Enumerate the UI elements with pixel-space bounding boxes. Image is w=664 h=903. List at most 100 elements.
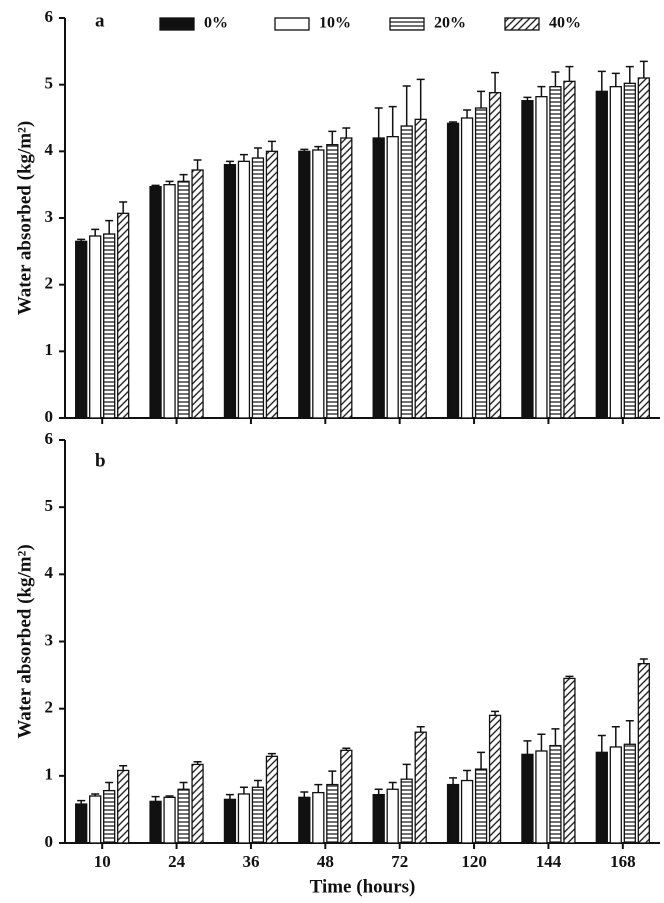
- error-bar: [523, 96, 532, 101]
- error-bar: [193, 159, 202, 170]
- error-bar: [342, 747, 351, 751]
- error-bar: [639, 60, 648, 78]
- bar: [163, 184, 176, 419]
- bar: [488, 714, 502, 844]
- bar: [637, 663, 650, 844]
- bar: [298, 150, 311, 419]
- bar: [372, 137, 385, 419]
- bar: [237, 793, 251, 844]
- error-bar: [416, 726, 425, 733]
- error-bar: [267, 140, 276, 152]
- error-bar: [314, 145, 323, 150]
- error-bar: [151, 795, 160, 802]
- error-bar: [77, 238, 86, 242]
- error-bar: [388, 781, 397, 790]
- bar: [326, 783, 339, 844]
- error-bar: [253, 779, 262, 788]
- y-tick-label: 4: [45, 140, 54, 159]
- legend-label: 20%: [434, 15, 466, 32]
- bar: [521, 753, 534, 844]
- y-tick-label: 5: [45, 74, 54, 93]
- bar: [89, 795, 102, 844]
- y-axis-label: Water absorbed (kg/m²): [14, 121, 35, 315]
- error-bar: [639, 658, 648, 664]
- y-tick-label: 6: [45, 429, 54, 448]
- bar: [117, 769, 130, 844]
- bar: [414, 118, 427, 419]
- error-bar: [300, 148, 309, 152]
- bar: [312, 149, 325, 419]
- y-tick-label: 5: [45, 496, 54, 515]
- bar: [460, 117, 474, 419]
- bar: [265, 755, 279, 844]
- bar: [265, 150, 279, 419]
- error-bar: [91, 228, 100, 236]
- error-bar: [537, 85, 546, 97]
- bar: [609, 86, 622, 419]
- bar: [149, 800, 162, 844]
- y-tick-label: 0: [45, 407, 54, 426]
- bar: [563, 677, 576, 844]
- bar: [89, 235, 102, 419]
- error-bar: [151, 184, 160, 187]
- error-bar: [463, 769, 472, 781]
- y-tick-label: 1: [45, 340, 54, 359]
- error-bar: [193, 760, 202, 765]
- legend-label: 0%: [204, 15, 228, 32]
- error-bar: [253, 147, 262, 158]
- x-tick-label: 168: [610, 852, 636, 871]
- error-bar: [597, 70, 606, 92]
- error-bar: [300, 791, 309, 798]
- bar: [312, 791, 325, 844]
- y-tick-label: 3: [45, 207, 54, 226]
- legend-swatch: [504, 17, 540, 31]
- error-bar: [77, 799, 86, 805]
- error-bar: [449, 777, 458, 785]
- bar: [414, 731, 427, 844]
- bar: [386, 788, 399, 844]
- y-tick-label: 0: [45, 832, 54, 851]
- bar: [177, 788, 190, 844]
- error-bar: [449, 121, 458, 124]
- bar: [237, 160, 251, 419]
- bar: [223, 164, 237, 419]
- x-tick-label: 72: [391, 852, 408, 871]
- panel-label: b: [95, 450, 106, 471]
- panel-label: a: [95, 10, 105, 31]
- legend-swatch: [389, 17, 425, 31]
- bar: [103, 233, 116, 419]
- bar: [75, 240, 88, 419]
- legend-label: 10%: [319, 15, 351, 32]
- error-bar: [402, 763, 411, 780]
- bar: [191, 169, 204, 419]
- bar: [103, 789, 116, 844]
- error-bar: [119, 201, 128, 214]
- y-axis-label: Water absorbed (kg/m²): [14, 544, 35, 738]
- error-bar: [565, 65, 574, 82]
- error-bar: [225, 793, 234, 800]
- bar: [474, 107, 488, 419]
- bar: [637, 77, 650, 419]
- error-bar: [477, 751, 486, 770]
- error-bar: [388, 105, 397, 137]
- bar: [549, 86, 562, 419]
- error-bar: [328, 130, 337, 145]
- bar: [623, 82, 636, 419]
- error-bar: [611, 72, 620, 87]
- bar: [149, 186, 162, 419]
- error-bar: [179, 173, 188, 182]
- bar: [549, 744, 562, 844]
- error-bar: [611, 726, 620, 747]
- bar: [117, 212, 130, 419]
- y-tick-label: 6: [45, 7, 54, 26]
- bar: [623, 743, 636, 844]
- error-bar: [477, 90, 486, 108]
- error-bar: [374, 107, 383, 138]
- bar: [595, 751, 608, 844]
- x-tick-label: 36: [242, 852, 259, 871]
- bar: [595, 90, 608, 419]
- bar: [535, 96, 548, 419]
- error-bar: [328, 770, 337, 785]
